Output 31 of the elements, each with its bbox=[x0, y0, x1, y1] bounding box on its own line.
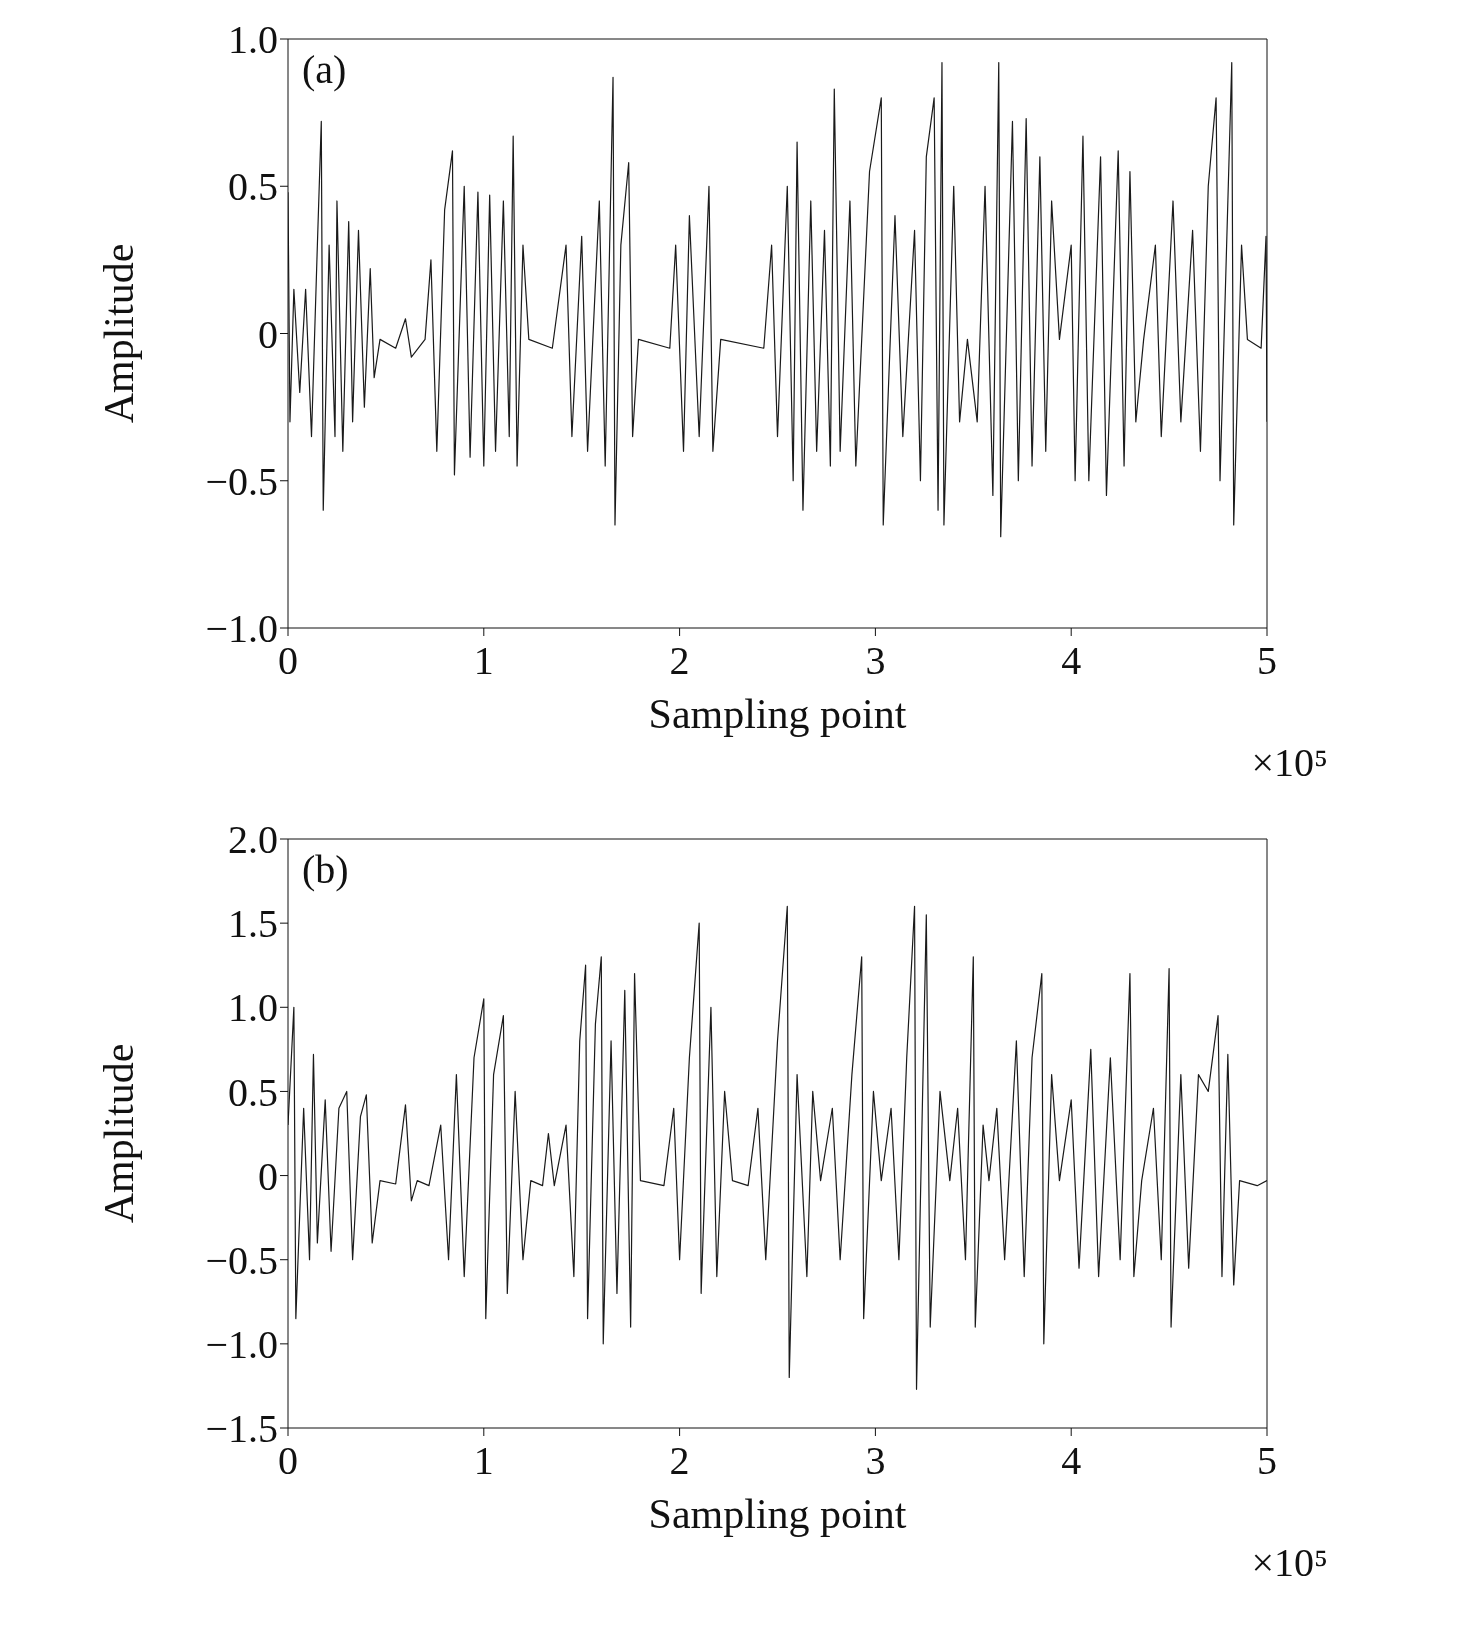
x-tick-label: 1 bbox=[473, 1438, 494, 1483]
x-tick-label: 2 bbox=[669, 638, 690, 683]
y-tick-label: 1.0 bbox=[228, 17, 278, 63]
x-tick-label: 1 bbox=[473, 638, 494, 683]
y-axis-title: Amplitude bbox=[95, 243, 142, 424]
annotation: (b) bbox=[302, 846, 349, 893]
y-tick-label: 0 bbox=[258, 1153, 278, 1199]
x-tick-label: 3 bbox=[865, 1438, 886, 1483]
y-tick-label: 1.5 bbox=[228, 901, 278, 947]
y-tick-label: 0.5 bbox=[228, 1069, 278, 1115]
annotation: (a) bbox=[302, 46, 347, 93]
x-tick-label: 2 bbox=[669, 1438, 690, 1483]
y-axis-title: Amplitude bbox=[95, 1043, 142, 1224]
x-tick-label: 4 bbox=[1061, 1438, 1082, 1483]
x-tick-label: 4 bbox=[1061, 638, 1082, 683]
y-tick-label: −1.0 bbox=[205, 606, 278, 652]
x-axis-title: Sampling point bbox=[648, 1491, 907, 1537]
text: ×10⁵ bbox=[1251, 739, 1328, 786]
y-tick-label: 1.0 bbox=[228, 985, 278, 1031]
x-tick-label: 5 bbox=[1257, 638, 1277, 683]
y-tick-label: −1.0 bbox=[205, 1322, 278, 1368]
y-tick-label: 0 bbox=[258, 311, 278, 357]
y-tick-label: 2.0 bbox=[228, 817, 278, 863]
y-tick-label: −0.5 bbox=[205, 458, 278, 504]
x-axis-title: Sampling point bbox=[648, 691, 907, 737]
text: ×10⁵ bbox=[1251, 1539, 1328, 1586]
y-tick-label: 0.5 bbox=[228, 164, 278, 210]
x-tick-label: 3 bbox=[865, 638, 886, 683]
x-tick-label: 5 bbox=[1257, 1438, 1277, 1483]
y-tick-label: −0.5 bbox=[205, 1237, 278, 1283]
y-tick-label: −1.5 bbox=[205, 1406, 278, 1452]
